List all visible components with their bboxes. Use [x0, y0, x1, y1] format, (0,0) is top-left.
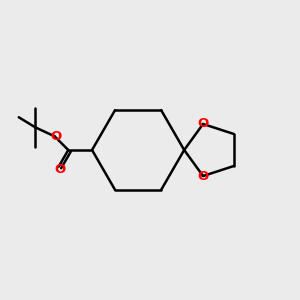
Text: O: O	[197, 169, 209, 182]
Text: O: O	[55, 163, 66, 176]
Text: O: O	[50, 130, 62, 143]
Text: O: O	[197, 118, 209, 130]
